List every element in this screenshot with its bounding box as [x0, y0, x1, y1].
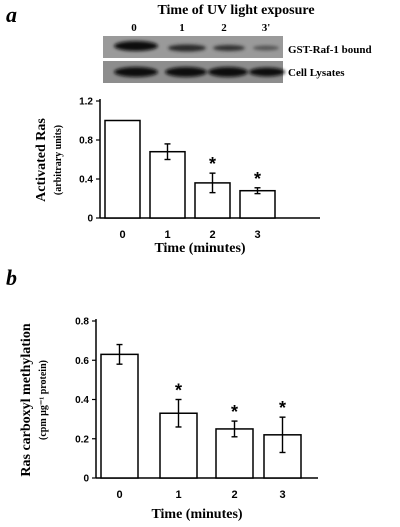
y-tick-label: 0 — [87, 214, 93, 225]
chart-b: 0 0.2 0.4 0.6 0.8 0 * 1 * 2 * 3 Time (minutes) Ras ca… — [19, 317, 318, 522]
y-axis-label: Activated Ras — [34, 118, 49, 202]
x-tick-label: 3 — [279, 489, 285, 501]
bar — [104, 119, 141, 219]
y-tick-label: 0.4 — [79, 175, 93, 186]
blot-lane-label: 2 — [221, 22, 227, 34]
y-tick-label: 0 — [83, 474, 89, 485]
panel-a-label: a — [6, 2, 17, 27]
y-tick-label: 1.2 — [79, 97, 93, 108]
y-tick-label: 0.8 — [79, 136, 93, 147]
y-axis-label: Ras carboxyl methylation — [19, 323, 34, 476]
bar — [149, 150, 186, 219]
x-tick-label: 0 — [116, 489, 122, 501]
x-axis-label: Time (minutes) — [151, 507, 242, 522]
significance-marker: * — [231, 402, 238, 422]
blot-lane-labels: 0 1 2 3' — [131, 22, 270, 34]
x-tick-label: 1 — [164, 229, 170, 241]
x-tick-label: 2 — [209, 229, 215, 241]
blot-lane-label: 0 — [131, 22, 137, 34]
y-tick-label: 0.6 — [75, 356, 89, 367]
significance-marker: * — [279, 398, 286, 418]
x-tick-label: 1 — [175, 489, 181, 501]
y-tick-label: 0.2 — [75, 434, 89, 445]
bar — [239, 189, 276, 219]
blot-strip-lysates — [103, 61, 285, 83]
blot-row-label-raf: GST-Raf-1 bound — [288, 44, 372, 56]
y-tick-label: 0.4 — [75, 395, 89, 406]
blot-row-label-lysates: Cell Lysates — [288, 67, 345, 79]
blot-title: Time of UV light exposure — [157, 3, 314, 18]
blot-lane-label: 1 — [179, 22, 185, 34]
x-tick-label: 2 — [231, 489, 237, 501]
x-tick-label: 0 — [119, 229, 125, 241]
y-axis-sublabel: (arbitrary units) — [53, 125, 64, 195]
blot-strip-raf-bound — [103, 36, 283, 58]
panel-b-label: b — [6, 265, 17, 290]
x-axis-label: Time (minutes) — [154, 241, 245, 256]
chart-a: 0 0.4 0.8 1.2 0 1 * 2 * 3 Time (minutes) Activated … — [34, 97, 320, 256]
y-tick-label: 0.8 — [75, 317, 89, 328]
x-tick-label: 3 — [254, 229, 260, 241]
bar — [100, 353, 139, 479]
significance-marker: * — [209, 154, 216, 174]
significance-marker: * — [254, 169, 261, 189]
blot-lane-label: 3' — [262, 22, 271, 34]
significance-marker: * — [175, 381, 182, 401]
y-axis-sublabel: (cpm µg⁻¹ protein) — [38, 360, 49, 440]
